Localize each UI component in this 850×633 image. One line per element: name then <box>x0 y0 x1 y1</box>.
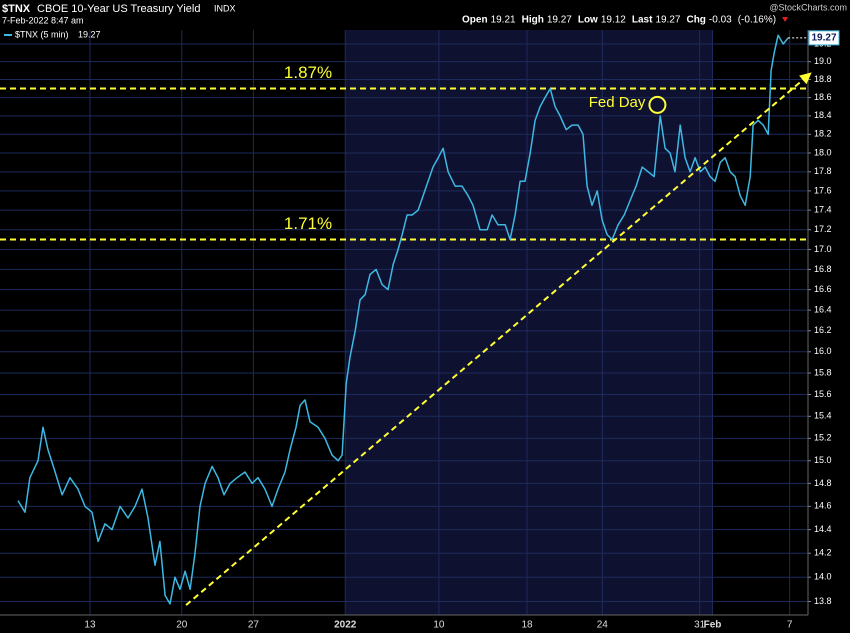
quote-chg-label: Chg <box>686 15 705 26</box>
x-tick-label: 2022 <box>334 620 357 631</box>
x-tick-label: 7 <box>787 620 793 631</box>
datetime: 7-Feb-2022 8:47 am <box>2 15 84 25</box>
quote-chg-pct: (-0.16%) <box>738 15 776 26</box>
y-tick-label: 18.4 <box>814 110 832 120</box>
y-tick-label: 17.8 <box>814 166 832 176</box>
symbol: $TNX <box>2 3 31 15</box>
quote-last: 19.27 <box>655 15 680 26</box>
y-tick-label: 18.8 <box>814 74 832 84</box>
y-tick-label: 14.2 <box>814 548 832 558</box>
plot <box>0 30 808 615</box>
y-tick-label: 14.8 <box>814 478 832 488</box>
y-tick-label: 14.0 <box>814 572 832 582</box>
price-line <box>17 34 789 605</box>
legend-label: $TNX (5 min) <box>15 29 69 39</box>
y-tick-label: 16.2 <box>814 325 832 335</box>
chg-down-icon <box>782 17 789 22</box>
quote-high-label: High <box>522 15 544 26</box>
y-tick-label: 16.6 <box>814 284 832 294</box>
security-name: CBOE 10-Year US Treasury Yield <box>37 3 200 15</box>
y-tick-label: 15.0 <box>814 455 832 465</box>
quote: Open 19.21 High 19.27 Low 19.12 Last 19.27 Chg -0… <box>462 15 789 26</box>
quote-open-label: Open <box>462 15 488 26</box>
y-tick-label: 16.4 <box>814 304 832 314</box>
quote-low: 19.12 <box>601 15 626 26</box>
last-box-label: 19.27 <box>811 33 836 44</box>
y-tick-label: 17.6 <box>814 185 832 195</box>
trendline-arrow <box>799 72 812 85</box>
quote-open: 19.21 <box>491 15 516 26</box>
y-tick-label: 16.0 <box>814 346 832 356</box>
x-tick-label: 24 <box>597 620 609 631</box>
y-tick-label: 18.6 <box>814 92 832 102</box>
quote-chg: -0.03 <box>709 15 732 26</box>
y-tick-label: 18.0 <box>814 147 832 157</box>
y-tick-label: 17.0 <box>814 244 832 254</box>
y-tick-label: 13.8 <box>814 596 832 606</box>
x-tick-label: 27 <box>248 620 260 631</box>
y-tick-label: 15.6 <box>814 389 832 399</box>
y-tick-label: 15.4 <box>814 411 832 421</box>
x-tick-label: Feb <box>704 620 722 631</box>
x-tick-label: 31 <box>694 620 706 631</box>
y-tick-label: 14.6 <box>814 501 832 511</box>
last-box <box>808 30 840 46</box>
exchange: INDX <box>214 3 236 13</box>
level-label: 1.87% <box>284 63 332 82</box>
y-tick-label: 19.0 <box>814 56 832 66</box>
quote-low-label: Low <box>578 15 598 26</box>
watermark: @StockCharts.com <box>769 2 847 12</box>
fed-day-label: Fed Day <box>589 94 646 111</box>
x-tick-label: 13 <box>84 620 96 631</box>
y-tick-label: 15.2 <box>814 433 832 443</box>
y-tick-label: 17.4 <box>814 205 832 215</box>
fed-day-marker <box>648 95 667 114</box>
legend-value: 19.27 <box>78 29 101 39</box>
x-tick-label: 18 <box>521 620 533 631</box>
y-tick-label: 16.8 <box>814 264 832 274</box>
y-tick-label: 17.2 <box>814 224 832 234</box>
x-tick-label: 20 <box>176 620 188 631</box>
quote-high: 19.27 <box>547 15 572 26</box>
level-label: 1.71% <box>284 214 332 233</box>
quote-last-label: Last <box>632 15 653 26</box>
y-tick-label: 18.2 <box>814 129 832 139</box>
y-tick-label: 14.4 <box>814 524 832 534</box>
x-tick-label: 10 <box>433 620 445 631</box>
trendline <box>185 78 805 606</box>
month-shade <box>345 30 713 615</box>
y-tick-label: 15.8 <box>814 367 832 377</box>
